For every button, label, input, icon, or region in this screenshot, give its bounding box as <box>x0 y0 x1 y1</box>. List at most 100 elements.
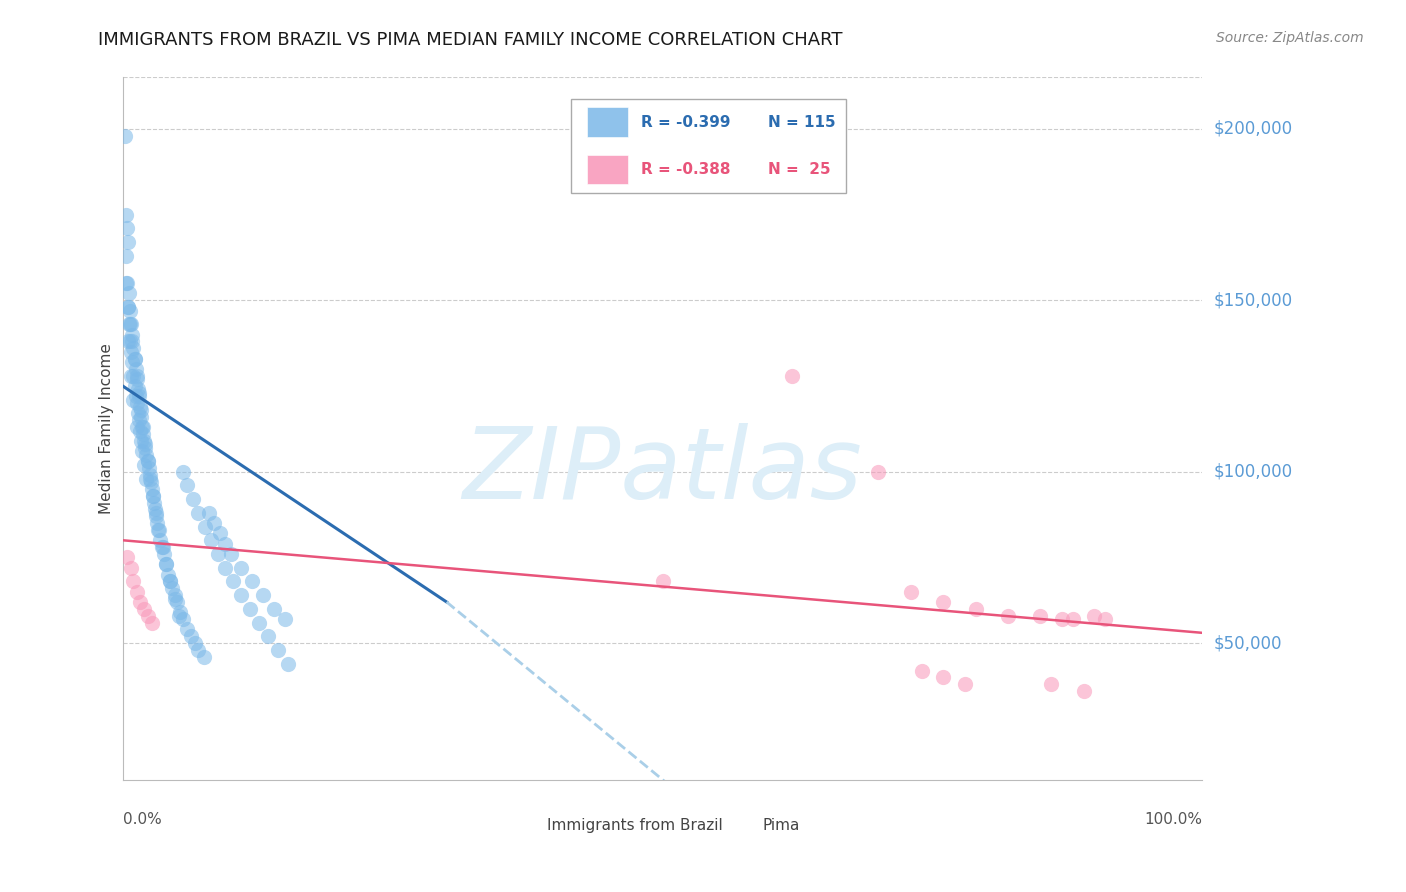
Y-axis label: Median Family Income: Median Family Income <box>100 343 114 515</box>
Point <box>1062 612 1084 626</box>
Point <box>965 602 987 616</box>
Point <box>184 636 207 650</box>
Point <box>124 379 146 393</box>
Point <box>121 334 143 349</box>
Point <box>145 509 167 524</box>
Point <box>115 276 138 290</box>
Point <box>252 588 274 602</box>
Point <box>134 434 156 448</box>
Point <box>163 591 186 606</box>
FancyBboxPatch shape <box>586 155 628 185</box>
Point <box>152 540 174 554</box>
Point <box>159 574 181 589</box>
Point <box>277 657 299 671</box>
Point <box>167 608 190 623</box>
Point <box>911 664 934 678</box>
Point <box>134 437 156 451</box>
Point <box>932 595 955 609</box>
Point <box>651 574 673 589</box>
Point <box>115 221 138 235</box>
Point <box>138 472 160 486</box>
Point <box>194 519 217 533</box>
Point <box>219 547 242 561</box>
Point <box>143 502 166 516</box>
Point <box>117 334 139 349</box>
Text: IMMIGRANTS FROM BRAZIL VS PIMA MEDIAN FAMILY INCOME CORRELATION CHART: IMMIGRANTS FROM BRAZIL VS PIMA MEDIAN FA… <box>98 31 844 49</box>
Point <box>120 318 142 332</box>
Point <box>120 334 142 349</box>
Point <box>148 523 170 537</box>
Point <box>125 584 148 599</box>
Point <box>263 602 285 616</box>
Point <box>128 413 150 427</box>
Point <box>124 389 146 403</box>
Text: Source: ZipAtlas.com: Source: ZipAtlas.com <box>1216 31 1364 45</box>
Point <box>117 300 139 314</box>
Point <box>125 396 148 410</box>
Point <box>146 516 169 530</box>
Point <box>138 461 160 475</box>
Point <box>143 495 166 509</box>
Point <box>131 420 153 434</box>
Point <box>231 588 253 602</box>
Point <box>1094 612 1116 626</box>
Point <box>273 612 295 626</box>
Point <box>208 526 231 541</box>
Point <box>159 574 181 589</box>
Point <box>145 506 167 520</box>
Point <box>214 537 236 551</box>
Point <box>136 608 159 623</box>
Point <box>157 567 180 582</box>
Point <box>240 574 263 589</box>
Point <box>122 368 145 383</box>
Point <box>148 523 170 537</box>
Point <box>134 441 156 455</box>
Point <box>125 368 148 383</box>
Point <box>128 385 150 400</box>
Point <box>124 351 146 366</box>
Point <box>142 489 165 503</box>
Point <box>120 303 142 318</box>
Point <box>118 286 141 301</box>
Point <box>120 560 142 574</box>
Point <box>132 420 155 434</box>
Point <box>247 615 270 630</box>
Point <box>162 581 184 595</box>
Point <box>222 574 245 589</box>
Point <box>115 208 138 222</box>
FancyBboxPatch shape <box>721 813 752 839</box>
Point <box>204 516 226 530</box>
Point <box>169 605 191 619</box>
Point <box>1040 677 1063 691</box>
Text: Immigrants from Brazil: Immigrants from Brazil <box>547 819 723 833</box>
Point <box>239 602 262 616</box>
Point <box>172 612 194 626</box>
Point <box>198 506 221 520</box>
Point <box>187 643 209 657</box>
Point <box>129 400 152 414</box>
Point <box>136 454 159 468</box>
Point <box>155 558 177 572</box>
Point <box>155 558 177 572</box>
Point <box>135 472 157 486</box>
Point <box>1073 684 1095 698</box>
Point <box>200 533 222 548</box>
Point <box>117 235 139 249</box>
Point <box>129 595 152 609</box>
Point <box>125 420 148 434</box>
Text: 100.0%: 100.0% <box>1144 812 1202 827</box>
Point <box>128 389 150 403</box>
Point <box>124 362 146 376</box>
Text: $50,000: $50,000 <box>1213 634 1282 652</box>
Point <box>166 595 188 609</box>
Text: N = 115: N = 115 <box>768 115 837 129</box>
Point <box>138 468 160 483</box>
Point <box>953 677 976 691</box>
Point <box>131 444 153 458</box>
Point <box>900 584 922 599</box>
Point <box>125 372 148 386</box>
Point <box>193 649 215 664</box>
Point <box>1029 608 1052 623</box>
Point <box>932 670 955 684</box>
Point <box>127 406 149 420</box>
